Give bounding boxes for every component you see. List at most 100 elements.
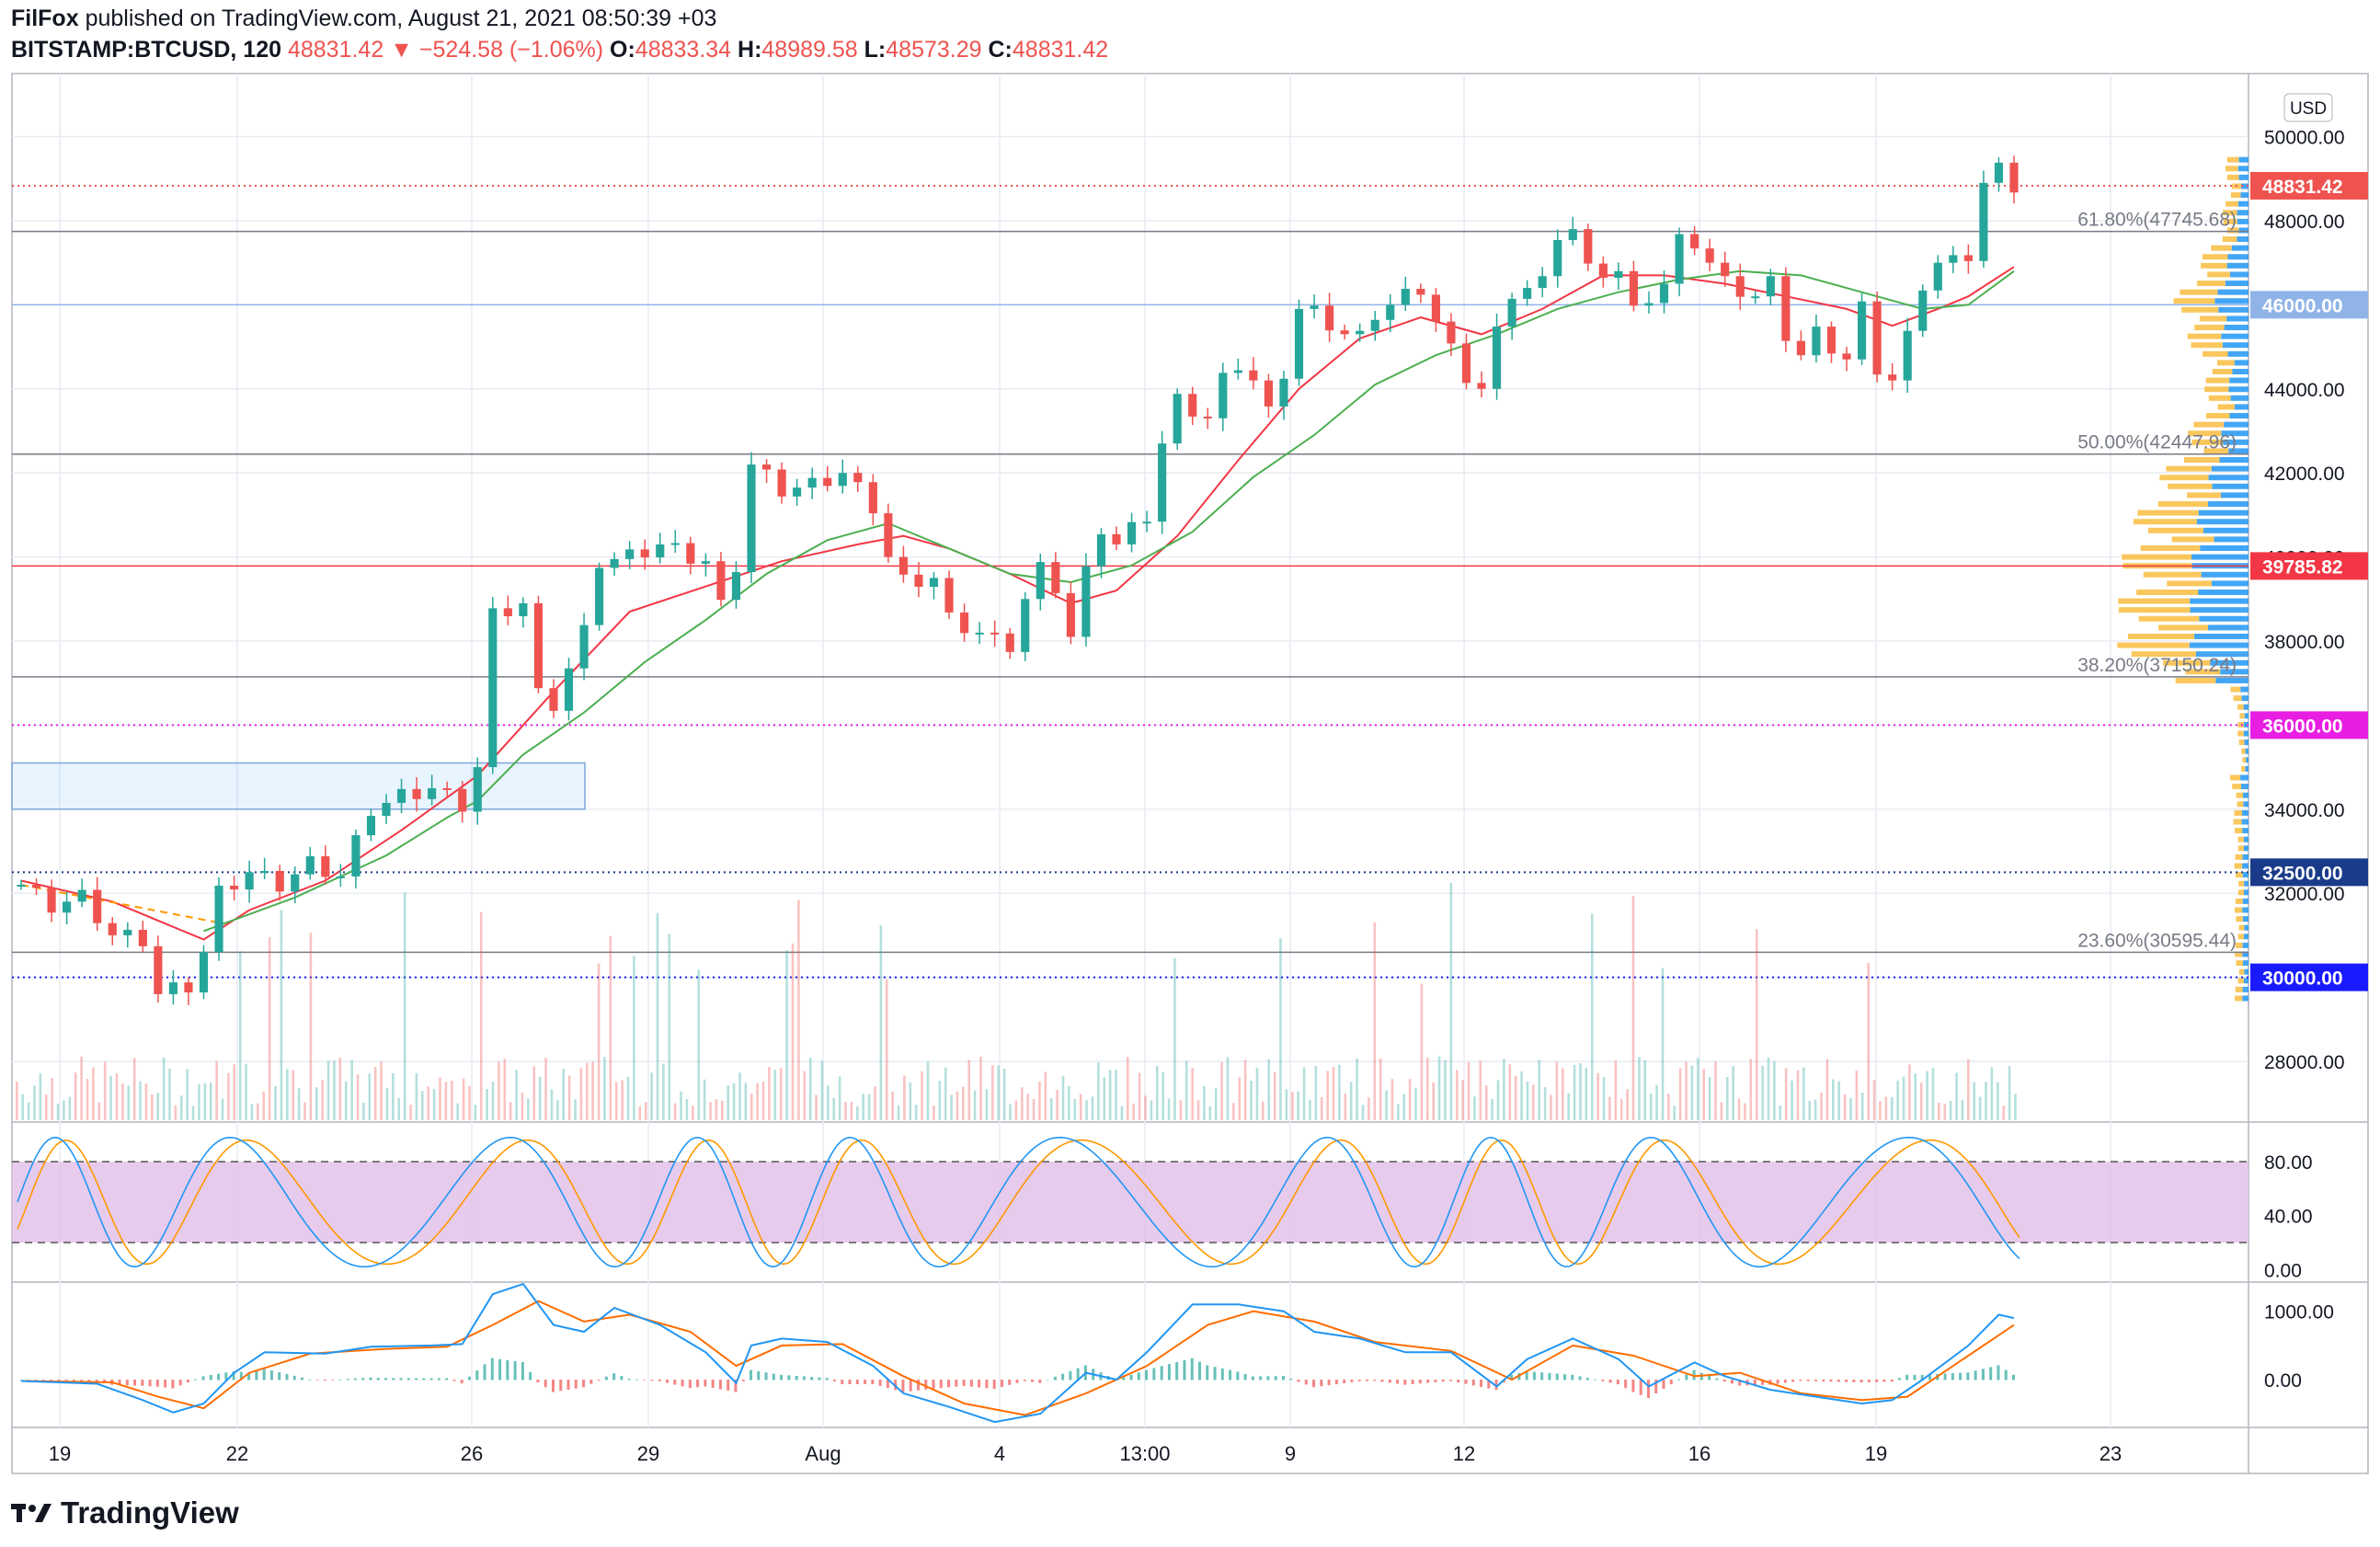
macd-histogram-bar (1852, 1380, 1856, 1382)
macd-histogram-bar (1403, 1380, 1407, 1385)
author-name[interactable]: FilFox (11, 6, 79, 31)
volume-bar (1749, 1059, 1753, 1120)
macd-histogram-bar (467, 1376, 471, 1381)
candle-body (519, 602, 528, 617)
volume-bar (356, 1074, 360, 1120)
volume-profile-bar (2221, 333, 2248, 339)
volume-bar (1056, 1089, 1058, 1120)
volume-profile-bar (2163, 659, 2211, 666)
volume-bar (815, 1094, 818, 1120)
macd-histogram-bar (125, 1380, 129, 1386)
volume-bar (1649, 1094, 1653, 1120)
volume-bar (715, 1099, 718, 1120)
candle-body (1112, 533, 1121, 544)
volume-profile-bar (2245, 765, 2248, 772)
down-arrow-icon: ▼ (390, 37, 413, 63)
volume-profile-bar (2200, 544, 2248, 551)
volume-bar (1379, 1058, 1382, 1120)
candle-body (1036, 562, 1045, 600)
volume-bar (127, 1085, 131, 1120)
volume-profile-bar (2235, 986, 2243, 992)
x-tick-label: 16 (1688, 1442, 1711, 1465)
macd-histogram-bar (734, 1380, 738, 1392)
candle-body (1401, 288, 1410, 305)
candle-body (1979, 182, 1988, 261)
macd-histogram-bar (741, 1380, 745, 1381)
candle-body (47, 888, 56, 913)
volume-bar (450, 1080, 453, 1120)
volume-bar (850, 1102, 853, 1120)
volume-bar (791, 943, 795, 1120)
volume-profile-bar (2205, 377, 2230, 384)
volume-bar (1843, 1094, 1847, 1120)
volume-bar (1919, 1083, 1923, 1120)
price-badge (2250, 291, 2368, 319)
volume-profile-bar (2244, 880, 2248, 887)
macd-histogram-bar (460, 1380, 463, 1383)
macd-histogram-bar (688, 1380, 692, 1389)
y-tick-label: 28000.00 (2264, 1052, 2345, 1073)
macd-histogram-bar (1038, 1380, 1042, 1383)
volume-bar (179, 1095, 183, 1120)
volume-bar (1184, 1060, 1188, 1120)
volume-profile-bar (2134, 519, 2197, 525)
last-price: 48831.42 (287, 37, 384, 63)
volume-profile-bar (2242, 828, 2248, 834)
volume-profile-bar (2208, 475, 2248, 481)
high-value: 48989.58 (761, 37, 858, 63)
volume-bar (479, 911, 483, 1120)
macd-histogram-bar (1365, 1380, 1368, 1381)
volume-bar (491, 1081, 495, 1120)
macd-histogram-bar (194, 1379, 198, 1381)
volume-bar (1302, 1067, 1306, 1120)
macd-histogram-bar (1312, 1380, 1316, 1388)
x-tick-label: 26 (461, 1442, 483, 1465)
candle-body (154, 945, 163, 994)
macd-histogram-bar (72, 1380, 75, 1381)
volume-bar (1949, 1101, 1952, 1120)
volume-bar (1661, 968, 1665, 1120)
currency-button-label: USD (2290, 99, 2327, 119)
macd-histogram-bar (1471, 1380, 1475, 1386)
volume-bar (1061, 1075, 1065, 1120)
candle-body (2009, 162, 2019, 193)
volume-profile-bar (2224, 325, 2248, 331)
macd-histogram-bar (1160, 1366, 1163, 1381)
candle-body (610, 558, 619, 568)
price-badge (2250, 963, 2368, 991)
volume-bar (309, 933, 313, 1120)
macd-histogram-bar (1882, 1380, 1886, 1382)
volume-bar (233, 1064, 236, 1120)
volume-bar (456, 1103, 459, 1120)
macd-histogram-bar (1343, 1380, 1346, 1383)
volume-bar (1808, 1101, 1812, 1120)
volume-profile-bar (2194, 633, 2248, 639)
volume-profile-bar (2203, 350, 2228, 357)
volume-profile-bar (2231, 245, 2248, 251)
volume-bar (132, 1058, 136, 1120)
volume-bar (1837, 1081, 1841, 1120)
volume-profile-bar (2241, 819, 2248, 825)
candle-body (686, 543, 695, 564)
volume-bar (1773, 1060, 1776, 1120)
symbol-label[interactable]: BITSTAMP:BTCUSD, 120 (11, 37, 282, 63)
volume-profile-bar (2238, 924, 2245, 931)
macd-histogram-bar (1708, 1375, 1711, 1381)
volume-bar (1390, 1079, 1394, 1120)
macd-histogram-bar (102, 1380, 106, 1383)
candle-body (168, 982, 177, 994)
volume-profile-bar (2226, 315, 2248, 322)
volume-bar (2014, 1094, 2017, 1120)
macd-histogram-bar (232, 1370, 235, 1381)
macd-histogram-bar (415, 1378, 418, 1381)
stochastic-tick-label: 80.00 (2264, 1152, 2313, 1174)
volume-profile-bar (2243, 730, 2248, 737)
volume-bar (1097, 1062, 1100, 1120)
legend-row: BITSTAMP:BTCUSD, 120 48831.42 ▼ −524.58 … (11, 37, 1108, 63)
volume-profile-bar (2230, 686, 2241, 693)
volume-bar (673, 1103, 677, 1120)
candle-body (1675, 234, 1684, 284)
volume-bar (326, 1060, 330, 1120)
low-label: L: (864, 37, 887, 63)
